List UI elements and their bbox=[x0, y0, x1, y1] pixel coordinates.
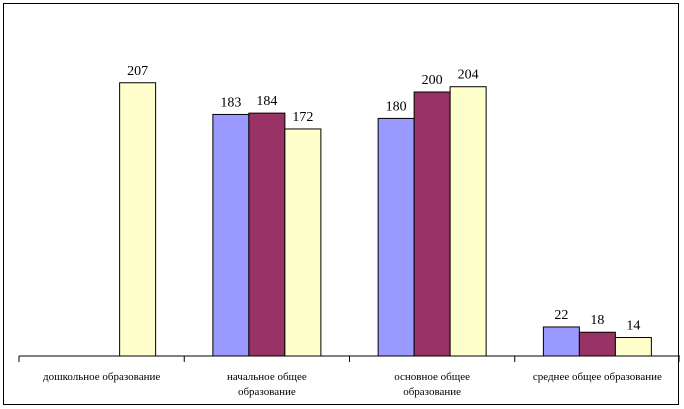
category-label: образование bbox=[238, 386, 296, 398]
bar bbox=[284, 128, 322, 357]
data-label: 183 bbox=[220, 95, 241, 110]
data-label: 22 bbox=[554, 308, 568, 323]
bar bbox=[542, 326, 580, 357]
bar bbox=[377, 117, 415, 357]
bar bbox=[119, 82, 157, 357]
bar bbox=[614, 337, 652, 357]
category-label: начальное общее bbox=[227, 371, 307, 383]
bar bbox=[578, 331, 616, 357]
bar-chart: 207 дошкольное образование 183 184 172 началь… bbox=[18, 64, 680, 398]
bar bbox=[413, 91, 451, 357]
data-label: 207 bbox=[127, 64, 148, 79]
data-label: 180 bbox=[386, 99, 407, 114]
data-label: 172 bbox=[292, 110, 313, 125]
category-label: дошкольное образование bbox=[43, 371, 160, 383]
bar bbox=[248, 112, 286, 357]
category-label: основное общее bbox=[394, 371, 470, 383]
category-label: образование bbox=[403, 386, 461, 398]
data-label: 200 bbox=[422, 73, 443, 88]
data-label: 204 bbox=[458, 68, 479, 83]
data-label: 18 bbox=[590, 313, 604, 328]
data-label: 14 bbox=[626, 319, 640, 334]
chart-frame: 207 дошкольное образование 183 184 172 началь… bbox=[3, 3, 680, 405]
data-label: 184 bbox=[256, 94, 277, 109]
category-label: среднее общее образование bbox=[533, 371, 662, 383]
bar bbox=[212, 113, 250, 357]
bar bbox=[449, 86, 487, 357]
